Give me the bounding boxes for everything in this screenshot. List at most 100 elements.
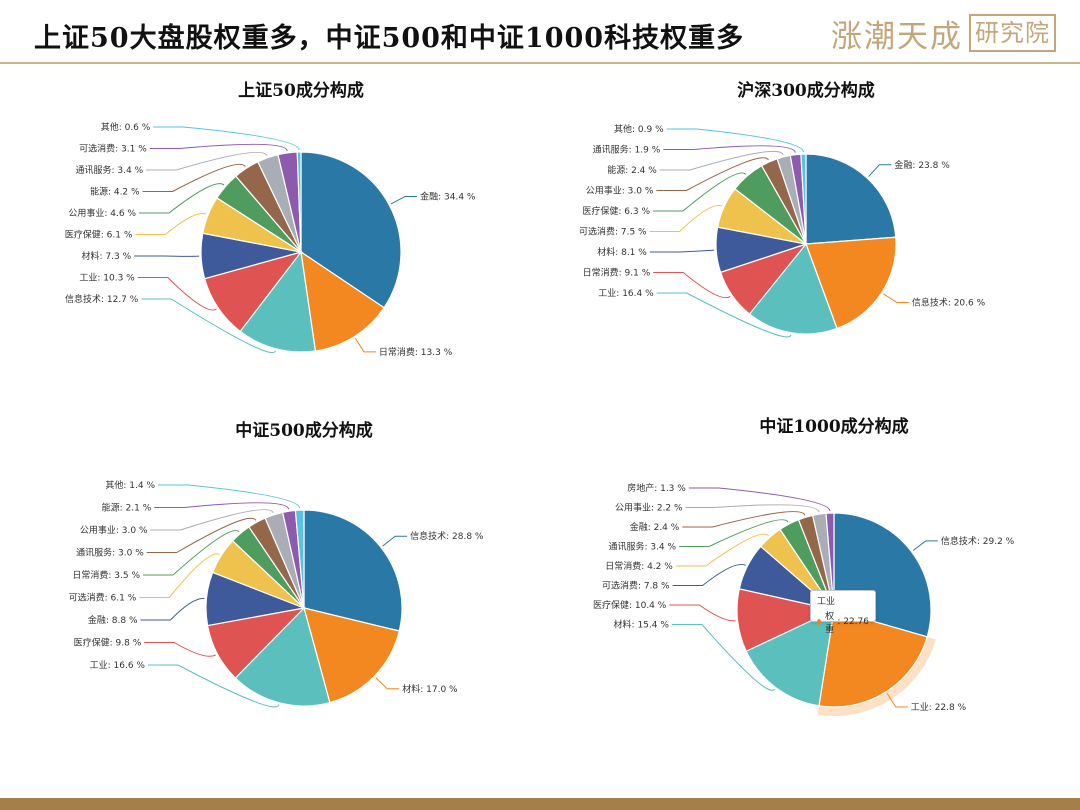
leader-line: [675, 533, 769, 567]
leader-line: [144, 642, 216, 657]
chart-zz500-panel: 中证500成分构成 信息技术: 28.8 % 材料: 17.0 % 其他: 1.4 %…: [40, 410, 500, 740]
slice-label: 房地产: 1.3 %: [627, 482, 686, 494]
pie-slice-工业[interactable]: [818, 609, 928, 708]
leader-line: [883, 293, 909, 303]
leader-line: [142, 163, 246, 192]
pie-slice-金融[interactable]: [805, 153, 897, 245]
leader-line: [656, 292, 792, 338]
pie-slice-日常消费[interactable]: [300, 250, 385, 352]
leader-line: [139, 183, 225, 214]
leader-line: [143, 530, 240, 576]
leader-line: [139, 553, 220, 598]
slice-label: 其他: 0.6 %: [101, 121, 151, 133]
pie-slice-其他[interactable]: [294, 509, 305, 609]
leader-line: [669, 604, 736, 622]
slice-label: 通讯服务: 3.0 %: [76, 547, 144, 559]
pie-slice-工业[interactable]: [748, 242, 838, 335]
slice-label: 医疗保健: 6.1 %: [65, 229, 133, 241]
tooltip-value: 22.76: [843, 617, 869, 627]
slice-label: 材料: 8.1 %: [597, 246, 647, 258]
leader-line: [154, 502, 290, 510]
leader-line: [685, 504, 820, 513]
leader-line: [886, 693, 908, 708]
leader-line: [663, 145, 796, 153]
slice-label: 工业: 10.3 %: [79, 273, 135, 284]
slice-label: 材料: 15.4 %: [614, 619, 670, 631]
pie-slice-信息技术[interactable]: [805, 236, 897, 330]
slice-label: 可选消费: 7.5 %: [580, 226, 647, 238]
slice-label: 可选消费: 3.1 %: [79, 143, 147, 155]
slice-label: 工业: 22.8 %: [911, 702, 967, 713]
leader-line: [148, 664, 280, 708]
pie-slice-信息技术[interactable]: [239, 250, 317, 353]
leader-line: [656, 157, 769, 191]
leader-line: [141, 298, 276, 353]
tooltip-series: 权重: [825, 612, 835, 635]
slice-label: 通讯服务: 1.9 %: [593, 144, 661, 156]
brand-logo: 涨潮天成 研究院: [831, 12, 1056, 55]
slice-label: 通讯服务: 3.4 %: [608, 541, 676, 553]
slice-label: 可选消费: 6.1 %: [69, 592, 137, 604]
leader-line: [659, 150, 784, 171]
slice-label: 其他: 1.4 %: [105, 479, 155, 491]
pie-slice-房地产[interactable]: [825, 512, 835, 611]
leader-line: [153, 126, 300, 151]
leader-line: [375, 677, 400, 690]
leader-line: [679, 519, 789, 547]
slice-label: 通讯服务: 3.4 %: [76, 164, 144, 176]
pie-slice-其他[interactable]: [296, 151, 302, 253]
leader-line: [137, 277, 217, 311]
slice-label: 公用事业: 3.0 %: [586, 185, 654, 197]
leader-line: [150, 509, 274, 531]
pie-slice-工业[interactable]: [234, 606, 331, 707]
leader-line: [140, 597, 205, 621]
slice-label: 能源: 4.2 %: [90, 186, 140, 198]
slice-label: 能源: 2.4 %: [607, 164, 657, 176]
leader-line: [149, 143, 288, 152]
pie-slice-金融[interactable]: [300, 151, 402, 309]
pie-slice-其他[interactable]: [800, 153, 807, 245]
slice-label: 信息技术: 12.7 %: [65, 293, 139, 305]
slice-label: 公用事业: 4.6 %: [68, 207, 136, 219]
slice-label: 可选消费: 7.8 %: [602, 580, 670, 592]
chart-sz50-panel: 上证50成分构成 金融: 34.4 % 日常消费: 13.3 % 其他: 0.6 % 可…: [40, 72, 500, 402]
leader-line: [666, 128, 804, 153]
slice-label: 金融: 2.4 %: [630, 521, 680, 533]
slice-label: 日常消费: 3.5 %: [72, 569, 140, 581]
slice-label: 金融: 8.8 %: [88, 614, 138, 626]
tooltip-category: 工业: [817, 597, 836, 607]
leader-line: [146, 151, 268, 171]
chart-title: 上证50成分构成: [238, 80, 364, 101]
leader-line: [158, 484, 301, 509]
page-title: 上证50大盘股权重多，中证500和中证1000科技权重多: [34, 23, 745, 54]
slice-label: 其他: 0.9 %: [614, 123, 664, 135]
chart-zz1000-panel: 中证1000成分构成 信息技术: 29.2 % 工业: 22.8 % 房地产: 1.3…: [580, 410, 1040, 740]
slice-label: 医疗保健: 10.4 %: [593, 599, 667, 611]
leader-line: [649, 249, 715, 253]
slice-label: 信息技术: 20.6 %: [912, 296, 986, 308]
slice-label: 工业: 16.4 %: [598, 288, 654, 299]
leader-line: [682, 511, 806, 528]
slice-label: 公用事业: 3.0 %: [80, 524, 148, 536]
pie-slice-材料[interactable]: [745, 608, 835, 707]
chart-title: 沪深300成分构成: [737, 80, 875, 101]
leader-line: [382, 535, 408, 547]
brand-script: 涨潮天成: [831, 18, 963, 55]
leader-line: [868, 164, 892, 177]
slice-label: 材料: 17.0 %: [402, 683, 458, 695]
slice-label: 材料: 7.3 %: [82, 250, 132, 262]
slice-label: 信息技术: 28.8 %: [410, 530, 484, 542]
slice-label: 日常消费: 4.2 %: [605, 560, 673, 572]
slice-label: 医疗保健: 6.3 %: [582, 205, 650, 217]
footer-band: [0, 798, 1080, 810]
slice-label: 医疗保健: 9.8 %: [74, 637, 142, 649]
pie-slice-材料[interactable]: [303, 607, 400, 704]
header-divider: [0, 62, 1080, 64]
leader-line: [390, 195, 418, 205]
pie-slice-信息技术[interactable]: [303, 509, 403, 632]
slice-label: 金融: 34.4 %: [420, 190, 476, 202]
